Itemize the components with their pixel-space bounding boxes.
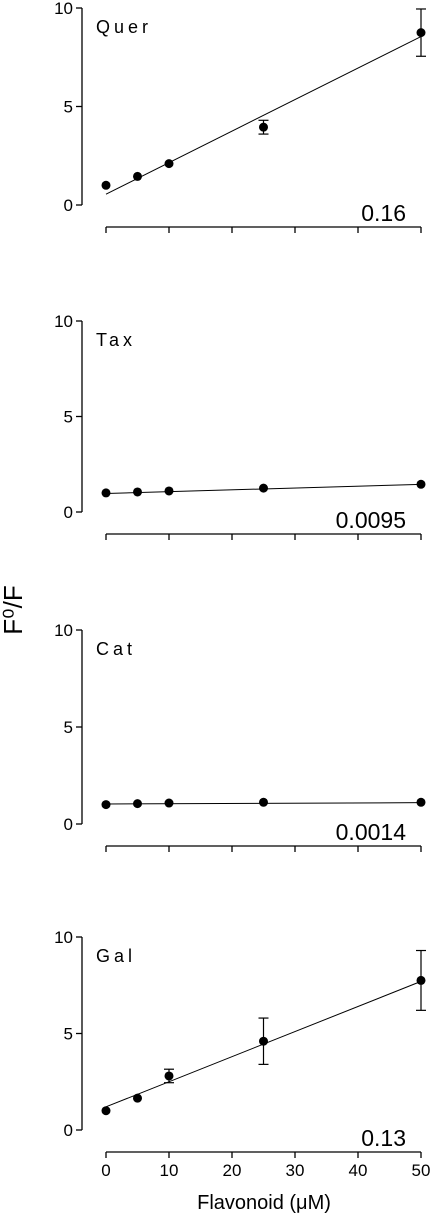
data-point <box>164 159 174 169</box>
slope-label: 0.13 <box>361 1125 406 1151</box>
y-tick-label: 0 <box>64 196 73 215</box>
slope-label: 0.0014 <box>336 819 407 845</box>
data-point <box>259 797 268 807</box>
fit-line <box>105 36 422 195</box>
slope-label: 0.16 <box>361 200 406 226</box>
x-tick-label: 50 <box>412 1161 431 1180</box>
figure-xlabel: Flavonoid (μM) <box>197 1192 331 1214</box>
data-point <box>133 799 142 809</box>
data-point <box>259 1036 268 1046</box>
x-tick-label: 20 <box>223 1161 242 1180</box>
y-tick-label: 0 <box>64 815 73 834</box>
x-tick-label: 0 <box>101 1161 110 1180</box>
y-tick-label: 5 <box>64 408 73 427</box>
y-tick-label: 5 <box>64 718 73 737</box>
data-point <box>133 487 142 497</box>
data-point <box>164 486 174 496</box>
slope-label: 0.0095 <box>336 507 406 533</box>
data-point <box>259 122 268 132</box>
panel-cat: 0 5 10 Cat 0.0014 <box>54 621 426 852</box>
y-tick-label: 10 <box>54 928 73 947</box>
data-point <box>416 975 426 985</box>
y-tick-label: 10 <box>54 312 73 331</box>
data-point <box>259 483 268 493</box>
data-point <box>101 800 111 810</box>
data-point <box>101 1106 111 1116</box>
panel-gal: 0 5 10 0 10 20 30 40 50 Gal 0.13 <box>54 928 430 1180</box>
panels: 0 5 10 Quer 0.16 0 5 10 Tax 0.0095 0 5 10 Cat 0.0014 0 5… <box>54 0 430 1180</box>
x-tick-label: 30 <box>286 1161 305 1180</box>
data-point <box>416 479 426 489</box>
y-tick-label: 0 <box>64 503 73 522</box>
y-tick-label: 10 <box>54 621 73 640</box>
x-tick-label: 10 <box>160 1161 179 1180</box>
y-tick-label: 0 <box>64 1121 73 1140</box>
data-point <box>101 488 111 498</box>
data-point <box>164 798 174 808</box>
data-point <box>416 797 426 807</box>
panel-quer: 0 5 10 Quer 0.16 <box>54 0 426 233</box>
figure-ylabel: F⁰/F <box>0 585 28 634</box>
panel-label: Quer <box>96 17 152 37</box>
data-point <box>133 171 142 181</box>
data-point <box>101 180 111 190</box>
x-tick-label: 40 <box>349 1161 368 1180</box>
panel-label: Tax <box>96 330 136 350</box>
panel-label: Cat <box>96 639 136 659</box>
y-tick-label: 5 <box>64 98 73 117</box>
data-point <box>164 1071 174 1081</box>
y-tick-label: 10 <box>54 0 73 18</box>
panel-label: Gal <box>96 946 136 966</box>
y-tick-label: 5 <box>64 1025 73 1044</box>
panel-tax: 0 5 10 Tax 0.0095 <box>54 312 426 540</box>
data-point <box>416 28 426 38</box>
data-point <box>133 1093 142 1103</box>
